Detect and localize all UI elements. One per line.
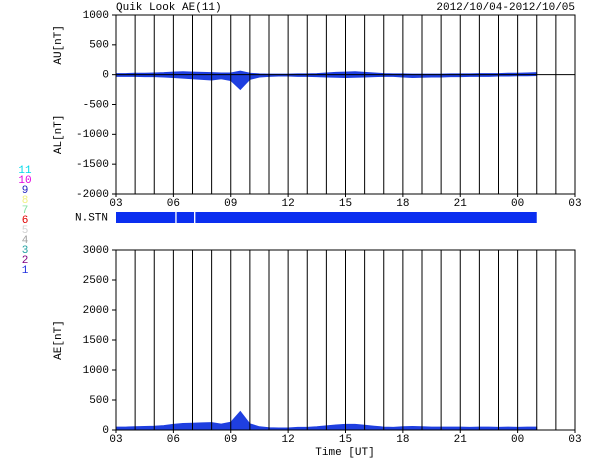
y-tick-label: 500 <box>89 40 109 52</box>
station-legend-entry: 8 <box>22 195 29 207</box>
x-tick-label: 00 <box>511 434 524 446</box>
y-axis-label: AL[nT] <box>53 115 65 155</box>
x-tick-label: 15 <box>339 434 352 446</box>
station-legend-entry: 10 <box>18 175 31 187</box>
y-axis-label: AE[nT] <box>53 320 65 360</box>
y-tick-label: 3000 <box>83 245 109 257</box>
station-bar <box>176 212 195 223</box>
y-tick-label: 1500 <box>83 335 109 347</box>
x-tick-label: 06 <box>167 434 180 446</box>
station-legend-entry: 2 <box>22 255 29 267</box>
x-tick-label: 21 <box>454 198 468 210</box>
y-tick-label: -1000 <box>76 129 109 141</box>
area <box>115 74 538 91</box>
y-tick-label: 1000 <box>83 365 109 377</box>
y-tick-label: 2000 <box>83 305 109 317</box>
station-legend-entry: 4 <box>22 235 29 247</box>
y-tick-label: -1500 <box>76 159 109 171</box>
y-axis-label: AU[nT] <box>53 25 65 65</box>
station-legend-entry: 9 <box>22 185 29 197</box>
x-tick-label: 00 <box>511 198 524 210</box>
area <box>115 410 538 431</box>
station-label: N.STN <box>75 212 108 224</box>
x-tick-label: 03 <box>109 434 122 446</box>
station-legend-entry: 5 <box>22 225 29 237</box>
x-tick-label: 18 <box>396 434 409 446</box>
station-legend-entry: 7 <box>22 205 29 217</box>
x-tick-label: 03 <box>568 198 581 210</box>
station-legend-entry: 6 <box>22 215 29 227</box>
x-tick-label: 12 <box>282 198 295 210</box>
station-legend-entry: 11 <box>18 165 32 177</box>
station-legend-entry: 3 <box>22 245 29 257</box>
y-tick-label: 2500 <box>83 275 109 287</box>
y-tick-label: 1000 <box>83 10 109 22</box>
chart-title: Quik Look AE(11) <box>116 2 222 14</box>
x-tick-label: 09 <box>224 198 237 210</box>
date-range: 2012/10/04-2012/10/05 <box>436 2 575 14</box>
x-tick-label: 12 <box>282 434 295 446</box>
station-bar <box>195 212 537 223</box>
y-tick-label: -2000 <box>76 189 109 201</box>
x-tick-label: 03 <box>568 434 581 446</box>
x-tick-label: 21 <box>454 434 468 446</box>
y-tick-label: -500 <box>83 99 109 111</box>
y-tick-label: 500 <box>89 395 109 407</box>
x-tick-label: 09 <box>224 434 237 446</box>
x-axis-label: Time [UT] <box>315 447 374 459</box>
y-tick-label: 0 <box>102 70 109 82</box>
station-bar <box>116 212 176 223</box>
x-tick-label: 03 <box>109 198 122 210</box>
station-legend-entry: 1 <box>22 265 29 277</box>
x-tick-label: 06 <box>167 198 180 210</box>
y-tick-label: 0 <box>102 425 109 437</box>
x-tick-label: 15 <box>339 198 352 210</box>
x-tick-label: 18 <box>396 198 409 210</box>
